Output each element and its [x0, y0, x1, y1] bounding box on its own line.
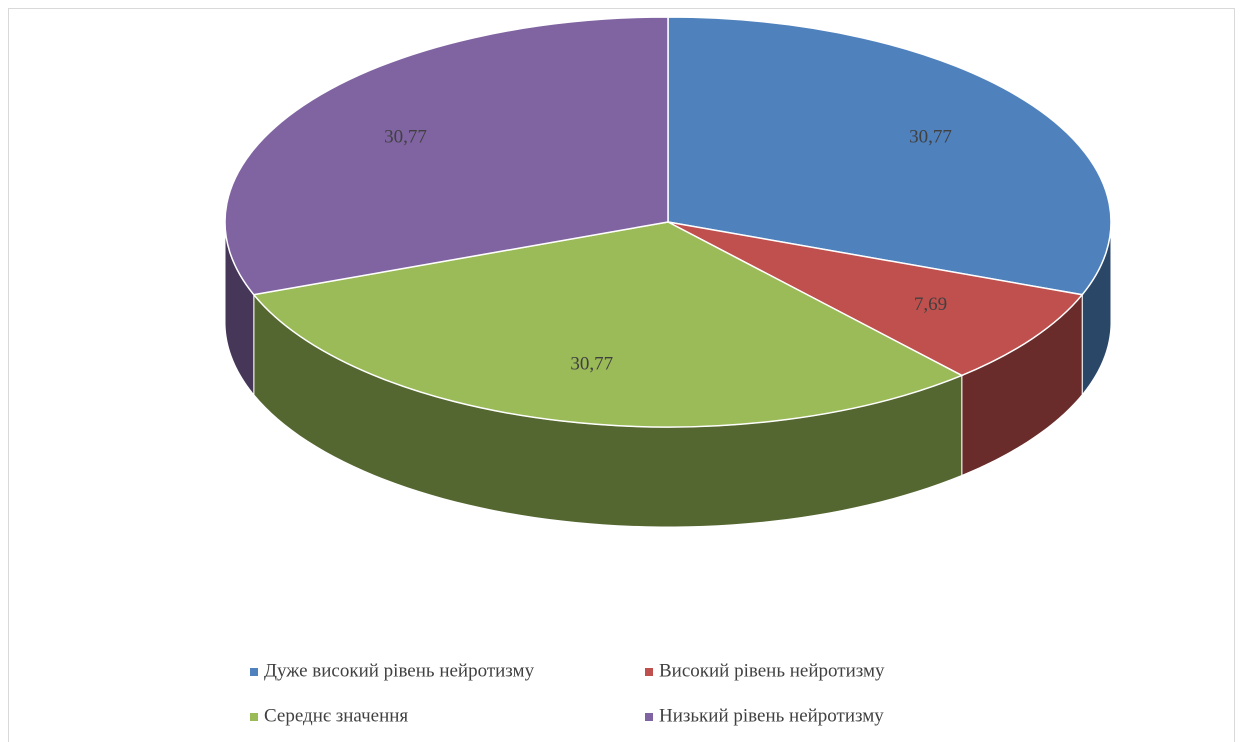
slice	[667, 16, 1112, 296]
legend-marker	[645, 668, 653, 676]
data-label: 7,69	[914, 294, 947, 315]
legend-label: Середнє значення	[264, 705, 408, 726]
legend-marker	[250, 713, 258, 721]
data-label: 30,77	[909, 127, 952, 148]
data-label: 30,77	[570, 354, 613, 375]
slice	[252, 221, 964, 428]
legend-marker	[645, 713, 653, 721]
slice	[224, 16, 669, 296]
legend-marker	[250, 668, 258, 676]
legend-label: Дуже високий рівень нейротизму	[264, 660, 535, 681]
legend-label: Високий рівень нейротизму	[659, 660, 885, 681]
data-label: 30,77	[384, 127, 427, 148]
slice	[667, 221, 1084, 377]
legend-label: Низький рівень нейротизму	[659, 705, 884, 726]
